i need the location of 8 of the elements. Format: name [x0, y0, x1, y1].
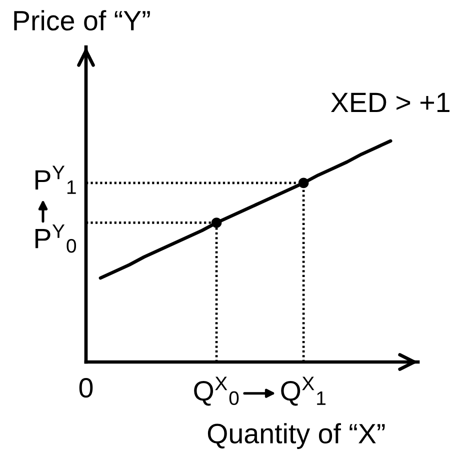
y-axis-title: Price of “Y” [14, 10, 150, 31]
x-tick-label: 0 [79, 378, 93, 398]
x-tick-label: Q$^{X}$$_{1}$ [281, 376, 326, 406]
series-label: XED > +1 [330, 92, 450, 112]
x-axis-title: Quantity of “X” [208, 423, 385, 449]
annotation: P$^{Y}$$_{1}$ [36, 166, 76, 194]
x-tick-label: Q$^{X}$$_{0}$ [194, 376, 239, 406]
annotation: P$^{Y}$$_{0}$ [36, 224, 76, 253]
